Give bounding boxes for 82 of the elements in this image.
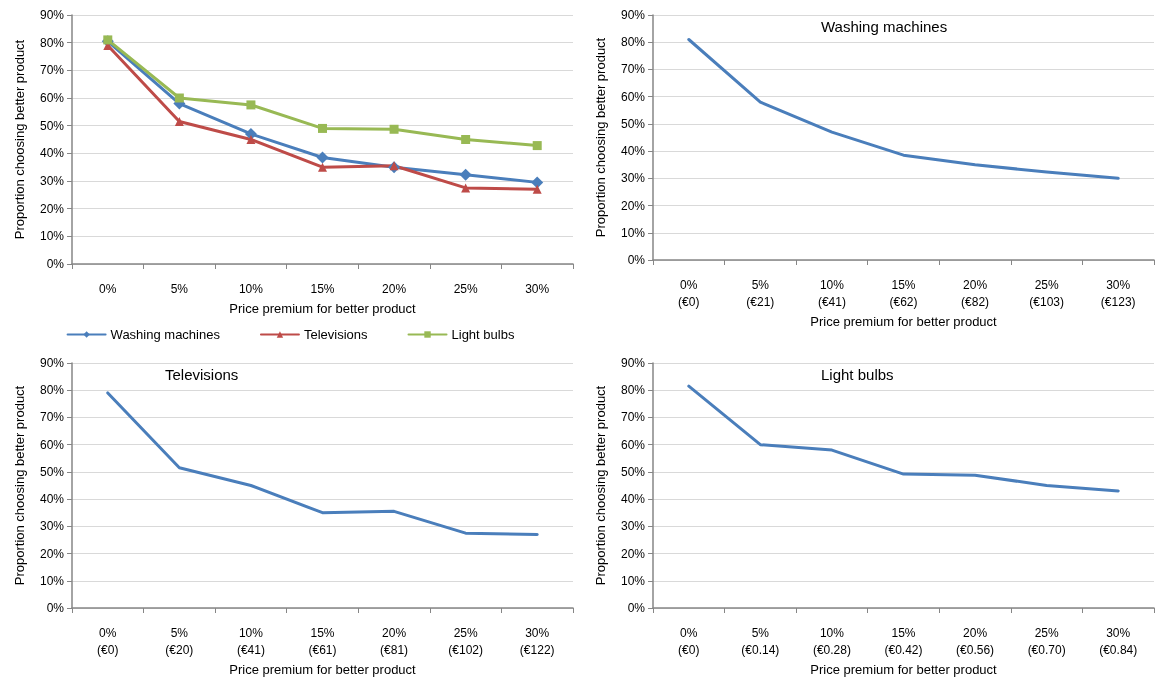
x-tick-label: 0% (99, 281, 117, 296)
x-tick-label: 10% (€0.28) (812, 625, 851, 657)
x-tick-label: 20% (€0.56) (956, 625, 995, 657)
y-axis-title: Proportion choosing better product (593, 37, 608, 238)
y-tick-label: 80% (620, 383, 646, 398)
x-tick-label: 5% (€21) (746, 277, 775, 309)
x-axis-title: Price premium for better product (810, 661, 998, 677)
x-tick-label: 15% (€0.42) (884, 625, 923, 657)
y-tick-label: 90% (39, 8, 65, 22)
y-tick-label: 60% (39, 437, 65, 452)
y-tick-label: 0% (627, 253, 646, 267)
y-tick-label: 0% (46, 257, 65, 271)
x-tick-label: 5% (€20) (165, 625, 194, 657)
x-tick-label: 20% (€81) (380, 625, 409, 657)
y-tick-label: 60% (620, 89, 646, 104)
x-tick-label: 10% (€41) (817, 277, 846, 309)
x-tick-label: 15% (€62) (889, 277, 918, 309)
chart-title: Light bulbs (821, 366, 894, 383)
y-tick-label: 0% (46, 601, 65, 615)
y-tick-label: 80% (39, 383, 65, 398)
y-tick-label: 20% (620, 546, 646, 561)
x-tick-label: 0% (€0) (678, 625, 700, 657)
y-axis-title: Proportion choosing better product (593, 385, 608, 586)
y-tick-label: 50% (620, 464, 646, 479)
chart-title: Televisions (165, 366, 239, 383)
x-axis-title: Price premium for better product (229, 300, 417, 316)
x-tick-label: 5% (€0.14) (741, 625, 780, 657)
y-tick-label: 70% (620, 410, 646, 425)
y-tick-label: 40% (620, 144, 646, 159)
x-tick-label: 25% (€103) (1029, 277, 1064, 309)
legend-label: Light bulbs (451, 327, 515, 342)
x-tick-label: 20% (€82) (961, 277, 990, 309)
y-tick-label: 70% (39, 410, 65, 425)
y-tick-label: 50% (39, 118, 65, 133)
x-tick-label: 25% (€0.70) (1027, 625, 1066, 657)
y-tick-label: 30% (39, 519, 65, 534)
x-tick-label: 25% (€102) (448, 625, 483, 657)
x-tick-label: 30% (525, 281, 550, 296)
x-tick-label: 25% (453, 281, 478, 296)
y-tick-label: 60% (39, 91, 65, 105)
y-tick-label: 20% (620, 198, 646, 213)
x-tick-label: 10% (238, 281, 264, 296)
y-tick-label: 20% (39, 201, 65, 216)
y-tick-label: 10% (39, 573, 65, 588)
y-tick-label: 40% (620, 492, 646, 507)
y-tick-label: 60% (620, 437, 646, 452)
y-tick-label: 90% (39, 356, 65, 370)
y-tick-label: 20% (39, 546, 65, 561)
x-axis-title: Price premium for better product (810, 313, 998, 329)
y-tick-label: 50% (39, 464, 65, 479)
x-tick-label: 30% (€0.84) (1099, 625, 1138, 657)
y-tick-label: 30% (620, 519, 646, 534)
x-tick-label: 0% (€0) (678, 277, 700, 309)
y-axis-title: Proportion choosing better product (12, 39, 27, 240)
y-tick-label: 50% (620, 116, 646, 131)
x-tick-label: 30% (€122) (519, 625, 555, 657)
y-tick-label: 30% (620, 171, 646, 186)
legend-label: Washing machines (110, 327, 221, 342)
y-tick-label: 80% (620, 35, 646, 50)
y-tick-label: 70% (620, 62, 646, 77)
x-tick-label: 0% (€0) (97, 625, 119, 657)
x-tick-label: 5% (170, 281, 189, 296)
y-tick-label: 0% (627, 601, 646, 615)
y-tick-label: 30% (39, 174, 65, 188)
y-tick-label: 40% (39, 492, 65, 507)
y-axis-title: Proportion choosing better product (12, 385, 27, 586)
y-tick-label: 90% (620, 8, 646, 22)
x-axis-title: Price premium for better product (229, 661, 417, 677)
x-tick-label: 30% (€123) (1100, 277, 1136, 309)
x-tick-label: 15% (€61) (308, 625, 337, 657)
y-tick-label: 40% (39, 146, 65, 161)
chart-title: Washing machines (821, 18, 948, 35)
x-tick-label: 20% (382, 281, 407, 296)
x-tick-label: 15% (310, 281, 335, 296)
y-tick-label: 10% (620, 225, 646, 240)
y-tick-label: 70% (39, 63, 65, 78)
y-tick-label: 10% (39, 229, 65, 244)
y-tick-label: 80% (39, 35, 65, 50)
y-tick-label: 10% (620, 573, 646, 588)
legend-label: Televisions (303, 327, 369, 342)
x-tick-label: 10% (€41) (236, 625, 265, 657)
y-tick-label: 90% (620, 356, 646, 370)
